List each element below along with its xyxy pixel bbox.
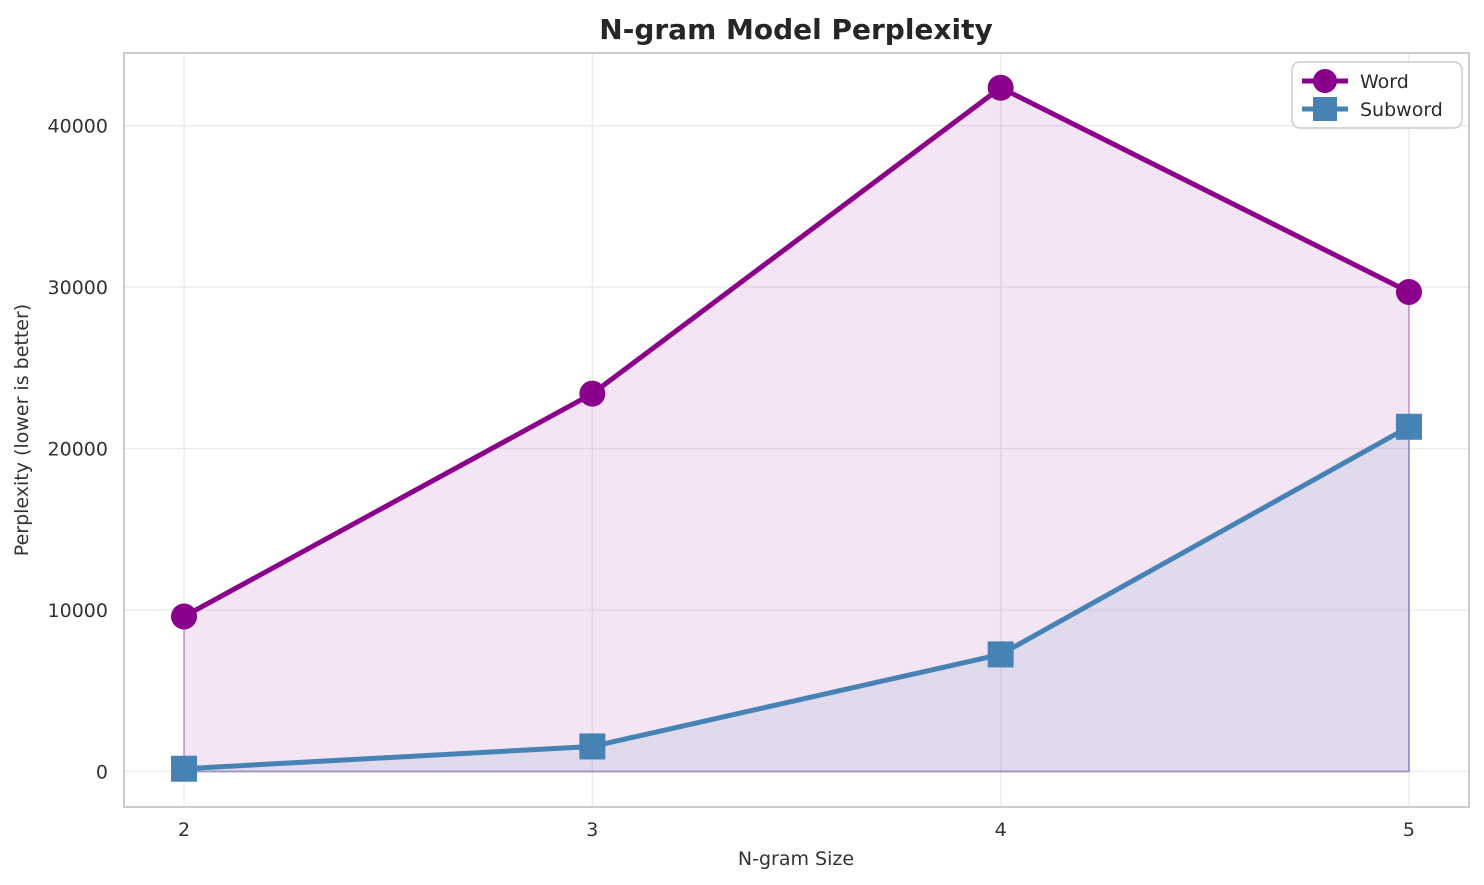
legend-label: Subword	[1360, 99, 1443, 121]
legend-entry-word: Word	[1302, 69, 1409, 93]
legend-circle-marker-icon	[1313, 69, 1337, 93]
data-point-subword	[579, 733, 606, 760]
legend-square-marker-icon	[1313, 97, 1337, 121]
data-point-subword	[171, 755, 198, 782]
data-point-subword	[987, 641, 1014, 668]
series-line-subword	[181, 424, 1412, 772]
series-lines	[181, 85, 1412, 772]
data-point-markers	[171, 74, 1422, 782]
x-axis-label: N-gram Size	[738, 848, 854, 870]
x-tick-label: 5	[1403, 819, 1415, 841]
y-tick-label: 0	[96, 761, 108, 783]
data-point-word	[171, 603, 198, 630]
legend-entry-subword: Subword	[1302, 97, 1443, 121]
data-point-word	[1395, 278, 1422, 305]
x-tick-label: 4	[995, 819, 1007, 841]
y-tick-label: 10000	[48, 600, 108, 622]
data-point-word	[987, 74, 1014, 101]
chart-title: N-gram Model Perplexity	[599, 13, 992, 46]
y-axis-label: Perplexity (lower is better)	[11, 304, 33, 556]
legend-label: Word	[1360, 71, 1409, 93]
plot-border	[123, 52, 1470, 808]
data-point-word	[579, 380, 606, 407]
y-tick-labels: 0 10000 20000 30000 40000	[48, 116, 108, 784]
data-point-subword	[1395, 413, 1422, 440]
y-tick-label: 20000	[48, 439, 108, 461]
x-tick-labels: 2 3 4 5	[178, 819, 1415, 841]
x-tick-label: 3	[586, 819, 598, 841]
y-tick-label: 40000	[48, 116, 108, 138]
series-line-word	[181, 85, 1412, 619]
area-fills	[183, 86, 1410, 773]
legend: Word Subword	[1291, 61, 1463, 129]
x-tick-label: 2	[178, 819, 190, 841]
y-tick-label: 30000	[48, 277, 108, 299]
